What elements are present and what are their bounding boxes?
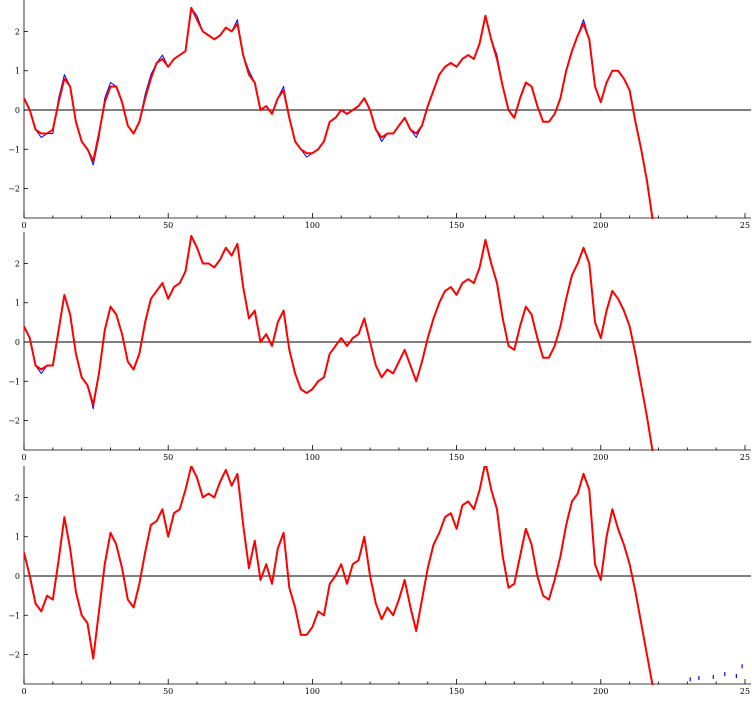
smoothed-series-line (24, 6, 654, 219)
noisy-series-line (24, 235, 654, 451)
y-tick-label: 2 (15, 27, 20, 36)
x-tick-label: 150 (449, 687, 464, 696)
y-tick-label: −2 (8, 651, 20, 660)
x-tick-label: 50 (163, 453, 173, 462)
y-tick-label: 0 (15, 106, 20, 115)
plot-area (24, 234, 654, 451)
y-tick-label: 1 (15, 299, 20, 308)
x-tick-label: 100 (305, 221, 320, 230)
y-tick-label: 1 (15, 67, 20, 76)
x-tick-label: 200 (593, 453, 608, 462)
x-tick-label: 0 (21, 221, 26, 230)
y-tick-label: 0 (15, 572, 20, 581)
plot-area (24, 6, 654, 219)
x-tick-label: 100 (305, 453, 320, 462)
chart-panel-3: −2 −1 0 1 2 0 50 100 150 200 25 (8, 466, 751, 696)
x-tick-label: 200 (593, 687, 608, 696)
plot-area (24, 466, 743, 685)
y-tick-label: −2 (8, 185, 20, 194)
x-tick-label: 100 (305, 687, 320, 696)
x-tick-label: 25 (740, 453, 750, 462)
x-tick-label: 50 (163, 687, 173, 696)
noisy-series-line (24, 466, 654, 685)
x-tick-label: 150 (449, 221, 464, 230)
smoothed-series-line (24, 466, 654, 685)
y-tick-label: −1 (8, 377, 20, 386)
x-tick-label: 200 (593, 221, 608, 230)
y-tick-label: −1 (8, 145, 20, 154)
x-tick-label: 0 (21, 687, 26, 696)
x-tick-label: 25 (740, 687, 750, 696)
y-tick-label: −1 (8, 611, 20, 620)
x-tick-label: 25 (740, 221, 750, 230)
y-tick-label: −2 (8, 417, 20, 426)
x-tick-label: 150 (449, 453, 464, 462)
chart-panel-1: −2 −1 0 1 2 0 50 100 150 200 25 (8, 0, 751, 230)
y-tick-label: 1 (15, 533, 20, 542)
x-tick-label: 50 (163, 221, 173, 230)
smoothed-series-line (24, 234, 654, 451)
x-tick-label: 0 (21, 453, 26, 462)
y-tick-label: 2 (15, 259, 20, 268)
y-tick-label: 2 (15, 493, 20, 502)
chart-panel-2: −2 −1 0 1 2 0 50 100 150 200 25 (8, 232, 751, 462)
y-tick-label: 0 (15, 338, 20, 347)
